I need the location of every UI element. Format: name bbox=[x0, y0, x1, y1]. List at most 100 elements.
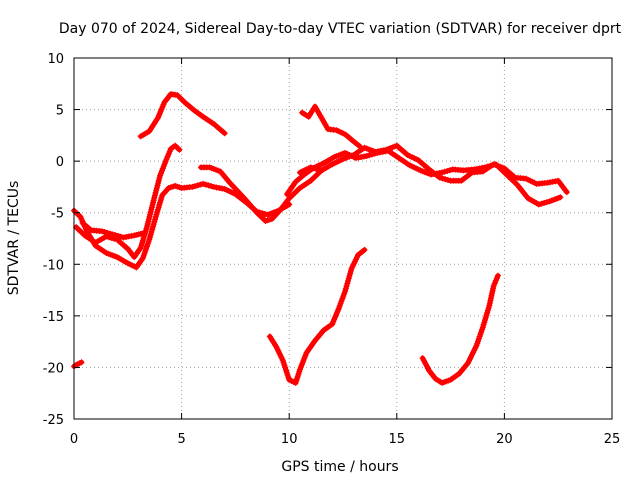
data-point-marker bbox=[345, 275, 352, 282]
x-tick-label: 20 bbox=[496, 432, 513, 447]
data-point-marker bbox=[104, 229, 111, 236]
x-tick-label: 15 bbox=[389, 432, 406, 447]
data-point-marker bbox=[363, 152, 370, 159]
data-point-marker bbox=[107, 230, 114, 237]
series-arc-i bbox=[299, 103, 364, 150]
data-point-marker bbox=[147, 234, 154, 241]
data-point-marker bbox=[360, 153, 367, 160]
series-arc-j bbox=[266, 246, 368, 386]
data-point-marker bbox=[338, 298, 345, 305]
data-point-marker bbox=[192, 183, 199, 190]
data-point-marker bbox=[200, 180, 207, 187]
data-point-marker bbox=[374, 148, 381, 155]
y-tick-label: -15 bbox=[43, 310, 64, 325]
data-point-marker bbox=[101, 229, 108, 236]
data-point-marker bbox=[547, 179, 554, 186]
data-point-marker bbox=[340, 293, 347, 300]
data-point-marker bbox=[120, 234, 127, 241]
data-point-marker bbox=[538, 200, 545, 207]
data-point-marker bbox=[347, 270, 354, 277]
series-arc-c bbox=[73, 142, 183, 261]
data-point-marker bbox=[213, 184, 220, 191]
data-point-marker bbox=[358, 154, 365, 161]
x-tick-label: 5 bbox=[177, 432, 185, 447]
data-point-marker bbox=[139, 230, 146, 237]
data-point-marker bbox=[357, 143, 364, 150]
series-arc-b bbox=[71, 180, 293, 271]
series-arc-e bbox=[137, 91, 228, 140]
data-point-marker bbox=[491, 280, 498, 287]
x-tick-label: 10 bbox=[281, 432, 298, 447]
data-point-marker bbox=[361, 246, 368, 253]
data-point-marker bbox=[336, 303, 343, 310]
series-arc-k bbox=[419, 272, 501, 386]
data-point-marker bbox=[541, 199, 548, 206]
data-point-marker bbox=[98, 228, 105, 235]
x-tick-label: 0 bbox=[70, 432, 78, 447]
data-point-marker bbox=[218, 185, 225, 192]
y-axis-title: SDTVAR / TECUs bbox=[6, 181, 22, 296]
data-point-marker bbox=[438, 169, 445, 176]
data-point-marker bbox=[552, 178, 559, 185]
data-point-marker bbox=[441, 168, 448, 175]
plot-area-border bbox=[73, 57, 613, 420]
data-point-marker bbox=[189, 183, 196, 190]
data-point-marker bbox=[347, 267, 354, 274]
data-point-marker bbox=[337, 300, 344, 307]
data-point-marker bbox=[494, 272, 501, 279]
data-point-marker bbox=[147, 231, 154, 238]
data-point-marker bbox=[436, 174, 443, 181]
y-tick-label: 10 bbox=[47, 52, 64, 67]
data-point-marker bbox=[342, 285, 349, 292]
x-axis-title: GPS time / hours bbox=[281, 459, 398, 475]
data-point-marker bbox=[493, 275, 500, 282]
data-point-marker bbox=[152, 216, 159, 223]
data-point-marker bbox=[146, 236, 153, 243]
chart-title: Day 070 of 2024, Sidereal Day-to-day VTE… bbox=[59, 21, 622, 37]
data-point-marker bbox=[149, 226, 156, 233]
data-series bbox=[71, 91, 570, 386]
y-tick-label: -10 bbox=[43, 258, 64, 273]
data-point-marker bbox=[166, 148, 173, 155]
data-point-marker bbox=[197, 181, 204, 188]
data-point-marker bbox=[535, 201, 542, 208]
y-tick-label: 0 bbox=[56, 155, 64, 170]
data-point-marker bbox=[543, 199, 550, 206]
data-point-marker bbox=[442, 176, 449, 183]
data-point-marker bbox=[563, 189, 570, 196]
data-point-marker bbox=[490, 282, 497, 289]
data-point-marker bbox=[444, 167, 451, 174]
data-point-marker bbox=[176, 146, 183, 153]
data-point-marker bbox=[117, 233, 124, 240]
data-point-marker bbox=[549, 178, 556, 185]
series-arc-f bbox=[197, 164, 325, 224]
data-point-marker bbox=[439, 175, 446, 182]
data-point-marker bbox=[444, 176, 451, 183]
y-tick-label: -20 bbox=[43, 361, 64, 376]
data-point-marker bbox=[492, 277, 499, 284]
data-point-marker bbox=[557, 194, 564, 201]
data-point-marker bbox=[380, 147, 387, 154]
axes: 0 5 10 15 20 25 -25 -20 -15 -10 -5 0 5 10 bbox=[43, 52, 621, 447]
data-point-marker bbox=[149, 223, 156, 230]
series-trace bbox=[420, 273, 501, 386]
data-point-marker bbox=[164, 153, 171, 160]
data-point-marker bbox=[346, 272, 353, 279]
data-point-marker bbox=[208, 183, 215, 190]
y-tick-label: -5 bbox=[51, 207, 64, 222]
data-point-marker bbox=[151, 218, 158, 225]
data-point-marker bbox=[372, 148, 379, 155]
y-tick-label: -25 bbox=[43, 413, 64, 428]
data-point-marker bbox=[344, 280, 351, 287]
data-point-marker bbox=[205, 182, 212, 189]
data-point-marker bbox=[341, 290, 348, 297]
data-point-marker bbox=[115, 232, 122, 239]
data-point-marker bbox=[343, 283, 350, 290]
data-point-marker bbox=[109, 231, 116, 238]
data-point-marker bbox=[150, 221, 157, 228]
data-point-marker bbox=[78, 359, 85, 366]
data-point-marker bbox=[366, 152, 373, 159]
data-point-marker bbox=[202, 181, 209, 188]
data-point-marker bbox=[310, 165, 317, 172]
